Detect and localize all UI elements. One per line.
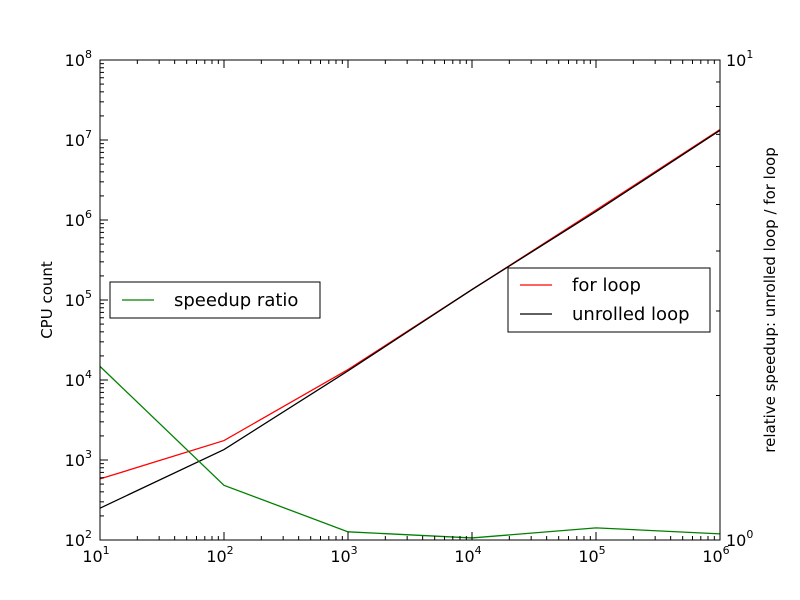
legend-label-speedup-ratio: speedup ratio xyxy=(174,290,298,311)
legend-loops: for loop unrolled loop xyxy=(507,267,711,333)
y-left-tick-label: 106 xyxy=(65,208,92,230)
axis-ticks xyxy=(99,59,721,541)
series-lines xyxy=(99,129,721,539)
x-tick-label: 104 xyxy=(454,544,481,566)
axis-tick-labels: 101 102 103 104 105 1061021031041051061071081… xyxy=(65,48,754,566)
x-tick-label: 106 xyxy=(702,544,729,566)
legend-box xyxy=(507,267,711,333)
x-tick-label: 102 xyxy=(206,544,233,566)
y-right-axis-label: relative speedup: unrolled loop / for lo… xyxy=(761,147,779,452)
y-left-tick-label: 105 xyxy=(65,288,92,310)
legend-label-unrolled-loop: unrolled loop xyxy=(572,304,690,325)
series-line-unrolled-loop xyxy=(99,129,721,509)
legend-speedup: speedup ratio xyxy=(109,281,321,319)
y-left-tick-label: 103 xyxy=(65,448,92,470)
y-right-tick-label: 101 xyxy=(726,48,753,70)
x-tick-label: 101 xyxy=(82,544,109,566)
legend-label-for-loop: for loop xyxy=(572,275,641,296)
y-left-tick-label: 104 xyxy=(65,368,92,390)
series-line-speedup-ratio xyxy=(99,365,721,539)
y-right-tick-label: 100 xyxy=(726,528,753,550)
y-left-tick-label: 108 xyxy=(65,48,92,70)
x-tick-label: 105 xyxy=(578,544,605,566)
y-left-axis-label: CPU count xyxy=(38,261,56,339)
x-tick-label: 103 xyxy=(330,544,357,566)
y-left-tick-label: 107 xyxy=(65,128,92,150)
y-left-tick-label: 102 xyxy=(65,528,92,550)
